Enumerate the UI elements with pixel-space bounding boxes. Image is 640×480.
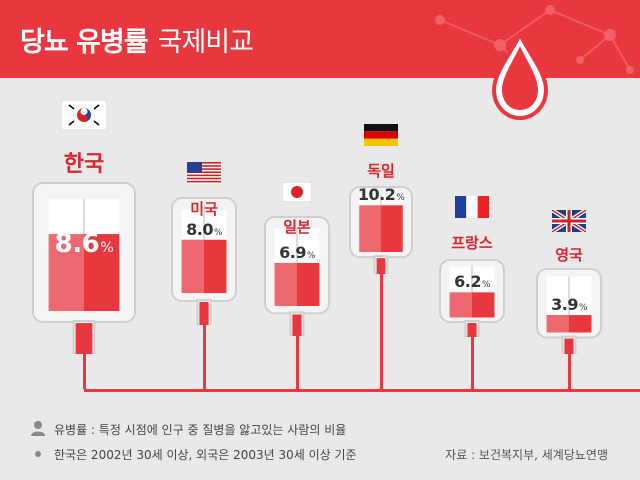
page-title: 당뇨 유병률 국제비교 — [20, 20, 254, 59]
value-unit: % — [396, 193, 405, 204]
bag-outlet — [376, 258, 386, 274]
bar-highlight — [546, 315, 569, 333]
bag-0 — [32, 182, 136, 354]
bag-3 — [349, 186, 413, 274]
value-label: 8.6% — [55, 229, 114, 259]
bar-영국 — [546, 315, 592, 333]
footer: 유병률 : 특정 시점에 인구 중 질병을 앓고있는 사람의 비율 한국은 20… — [0, 408, 640, 480]
usa-flag-icon — [187, 162, 221, 188]
title-light: 국제비교 — [157, 27, 254, 58]
blood-drop-icon — [491, 32, 549, 121]
uk-flag-icon — [550, 208, 588, 236]
value-number: 10.2 — [357, 185, 396, 205]
tube-vertical — [202, 325, 206, 389]
note-definition: 유병률 : 특정 시점에 인구 중 질병을 앓고있는 사람의 비율 — [54, 423, 347, 437]
note-basis: 한국은 2002년 30세 이상, 외국은 2003년 30세 이상 기준 — [54, 448, 357, 462]
france-flag-icon — [455, 196, 489, 222]
value-unit: % — [481, 280, 490, 291]
bag-1 — [171, 197, 237, 325]
value-number: 3.9 — [551, 295, 578, 315]
header-banner: 당뇨 유병률 국제비교 — [0, 0, 640, 78]
value-label: 6.2% — [454, 272, 490, 291]
country-label: 영국 — [555, 246, 583, 264]
bag-2 — [264, 216, 330, 336]
value-number: 6.9 — [279, 242, 306, 262]
value-number: 8.6 — [54, 229, 100, 260]
bar-일본 — [274, 262, 320, 306]
person-icon — [31, 421, 45, 436]
bag-outlet — [199, 301, 209, 325]
tube-vertical — [567, 354, 571, 389]
value-number: 8.0 — [186, 219, 213, 239]
value-unit: % — [578, 303, 587, 314]
country-label: 독일 — [367, 162, 395, 180]
tube-vertical — [470, 337, 474, 389]
bag-outlet — [564, 338, 574, 354]
germany-flag-icon — [364, 124, 398, 150]
tube-vertical — [82, 354, 86, 389]
country-label: 미국 — [190, 200, 218, 218]
japan-flag-icon — [281, 181, 313, 206]
bag-outlet — [292, 314, 302, 336]
bar-미국 — [181, 239, 227, 293]
bag-outlet — [75, 323, 93, 354]
bar-highlight — [449, 292, 472, 318]
bar-프랑스 — [449, 292, 495, 318]
bag-4 — [439, 259, 505, 337]
value-label: 6.9% — [279, 243, 315, 262]
bag-5 — [536, 268, 602, 354]
bar-한국 — [48, 234, 120, 311]
bar-highlight — [48, 234, 84, 311]
bar-독일 — [359, 205, 403, 252]
bar-highlight — [274, 262, 297, 306]
bar-highlight — [181, 239, 204, 293]
value-unit: % — [213, 227, 222, 238]
korea-flag-icon — [60, 99, 108, 134]
country-label: 프랑스 — [451, 234, 493, 252]
value-unit: % — [100, 240, 114, 257]
tube-vertical — [379, 274, 383, 389]
tube-vertical — [295, 336, 299, 389]
bag-outlet — [467, 322, 477, 337]
bullet-icon — [35, 451, 41, 457]
value-label: 3.9% — [551, 295, 587, 314]
tube-horizontal — [84, 389, 640, 392]
bar-highlight — [359, 205, 381, 252]
value-number: 6.2 — [454, 272, 481, 292]
country-label: 일본 — [283, 218, 311, 236]
country-label: 한국 — [63, 152, 105, 177]
value-label: 8.0% — [186, 220, 222, 239]
title-bold: 당뇨 유병률 — [20, 27, 149, 58]
source-text: 자료 : 보건복지부, 세계당뇨연맹 — [445, 448, 608, 462]
value-unit: % — [306, 250, 315, 261]
value-label: 10.2% — [357, 185, 405, 205]
